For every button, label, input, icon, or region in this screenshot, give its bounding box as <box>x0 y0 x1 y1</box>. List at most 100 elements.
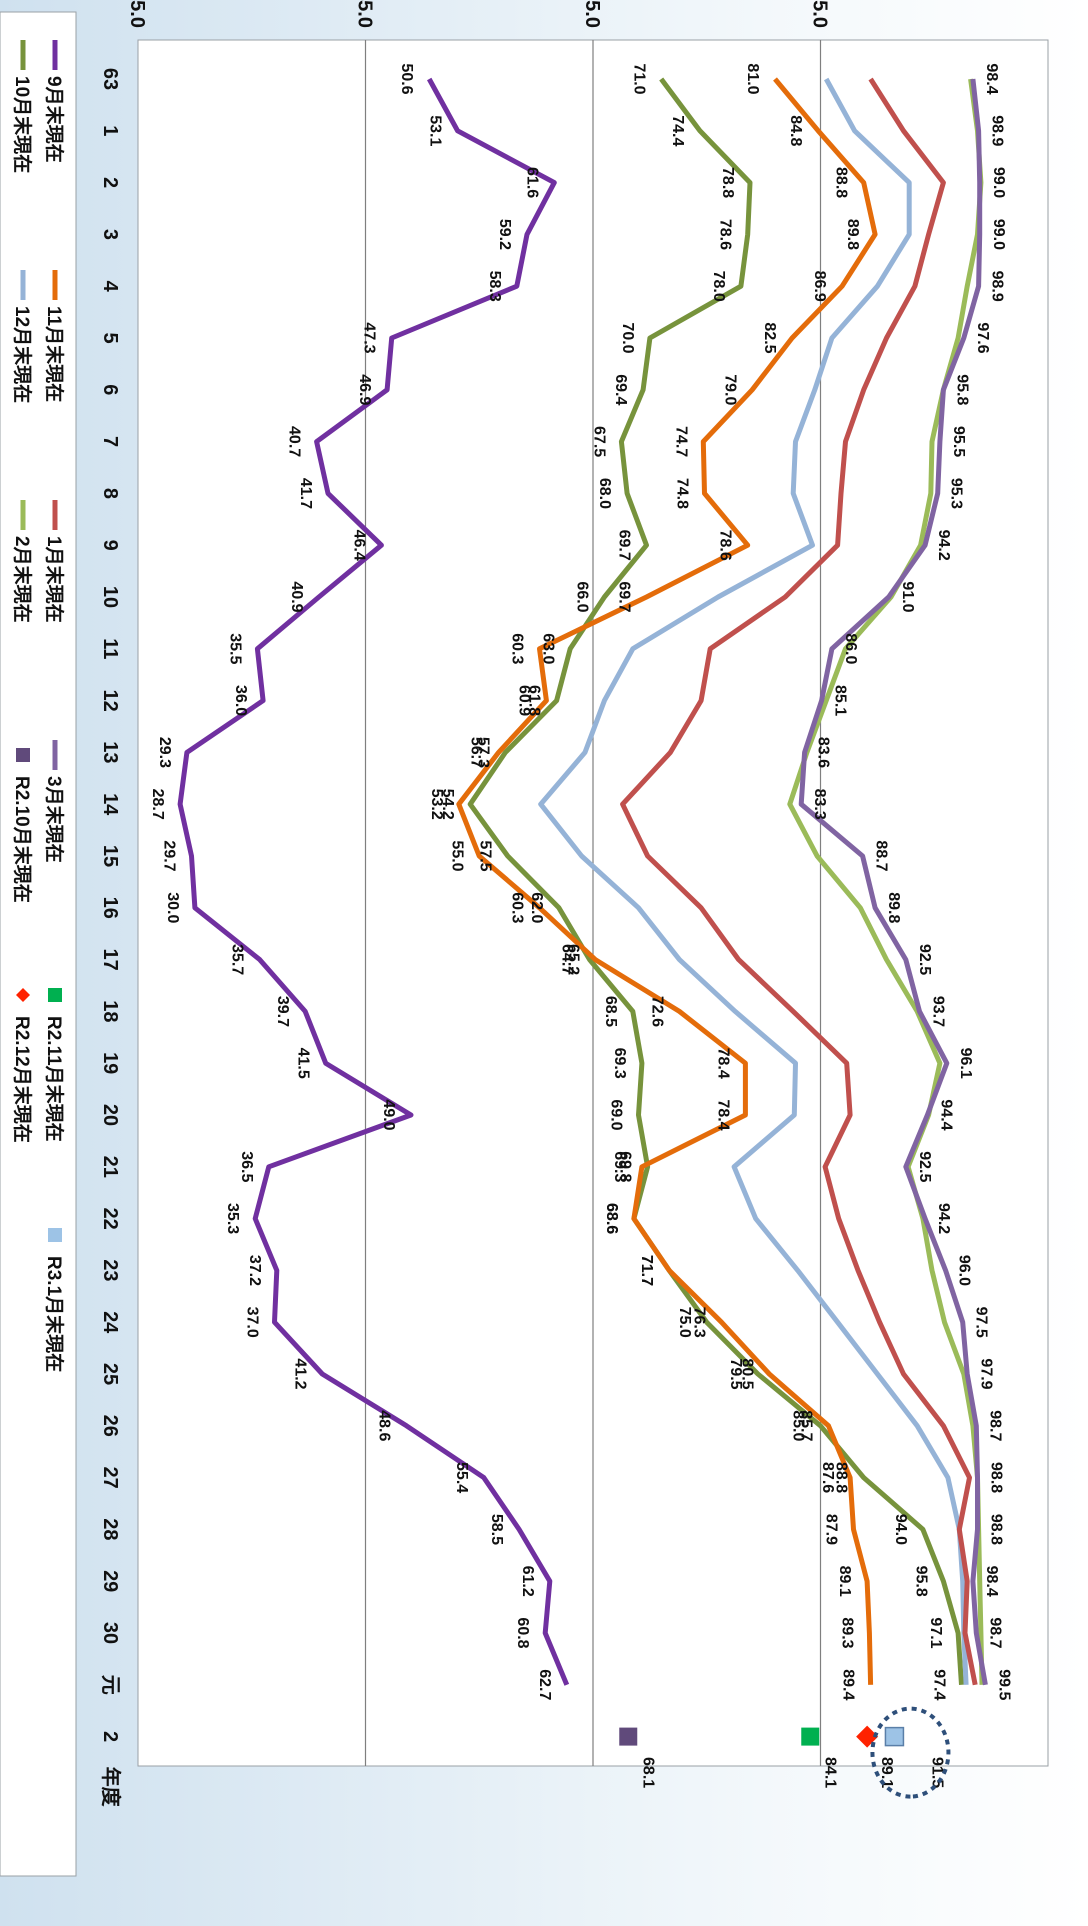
data-label: 97.5 <box>973 1307 990 1338</box>
data-label: 70.0 <box>619 322 636 353</box>
data-label: 53.1 <box>427 115 444 146</box>
data-label: 95.8 <box>912 1566 929 1597</box>
legend-label: 1月末現在 <box>43 536 66 623</box>
data-label: 76.3 <box>691 1307 708 1338</box>
data-label: 46.4 <box>350 530 367 561</box>
legend-label: 2月末現在 <box>11 536 34 623</box>
x-tick-label: 63 <box>99 68 121 90</box>
data-label: 35.3 <box>224 1203 241 1234</box>
data-label: 39.7 <box>274 996 291 1027</box>
data-label: 94.4 <box>937 1099 954 1130</box>
data-label: 67.5 <box>590 426 607 457</box>
data-label: 80.5 <box>738 1358 755 1389</box>
marker-point <box>619 1727 638 1746</box>
data-label: 61.2 <box>519 1566 536 1597</box>
x-tick-label: 20 <box>99 1104 121 1126</box>
data-label: 97.4 <box>931 1669 948 1700</box>
data-label: 59.2 <box>496 219 513 250</box>
data-label: 98.4 <box>983 1566 1000 1597</box>
legend: 9月末現在 10月末現在 11月末現在 12月末現在 1月末現在 2月末現在 3月末現在 R2… <box>0 11 77 1877</box>
data-label: 99.0 <box>990 167 1007 198</box>
y-tick-label: 45.0 <box>354 0 376 28</box>
data-label: 87.9 <box>822 1514 839 1545</box>
data-label: 89.8 <box>885 892 902 923</box>
highlight-ring <box>870 1706 951 1799</box>
data-label: 85.1 <box>832 685 849 716</box>
legend-label: 11月末現在 <box>43 306 66 402</box>
data-label: 36.0 <box>232 685 249 716</box>
data-label: 85.0 <box>790 1410 807 1441</box>
data-label: 94.2 <box>935 530 952 561</box>
x-tick-label: 元 <box>99 1675 121 1695</box>
data-label: 97.6 <box>974 322 991 353</box>
data-label: 99.0 <box>990 219 1007 250</box>
data-label: 41.7 <box>297 478 314 509</box>
marker-label: 84.1 <box>821 1757 838 1788</box>
x-tick-label: 26 <box>99 1415 121 1437</box>
data-label: 78.4 <box>714 1099 731 1130</box>
data-label: 57.3 <box>474 737 491 768</box>
x-tick-label: 27 <box>99 1466 121 1488</box>
x-tick-label: 30 <box>99 1622 121 1644</box>
data-label: 83.3 <box>811 789 828 820</box>
legend-label: R3.1月末現在 <box>43 1256 66 1372</box>
data-label: 98.7 <box>986 1410 1003 1441</box>
data-label: 49.0 <box>380 1099 397 1130</box>
data-label: 94.2 <box>935 1203 952 1234</box>
data-label: 88.8 <box>833 167 850 198</box>
x-tick-label: 28 <box>99 1518 121 1540</box>
data-label: 29.7 <box>160 840 177 871</box>
x-tick-label: 10 <box>99 586 121 608</box>
data-labels: 50.6 53.1 61.6 59.2 58.3 47.3 46.9 40.7 41.7 46.4… <box>149 63 1012 1700</box>
data-label: 55.4 <box>453 1462 470 1493</box>
series-line <box>456 77 878 1685</box>
data-label: 95.8 <box>953 374 970 405</box>
x-tick-label: 4 <box>99 281 121 293</box>
x-tick-label: 24 <box>99 1311 121 1334</box>
data-label: 69.0 <box>608 1099 625 1130</box>
x-tick-label: 14 <box>99 793 121 816</box>
data-label: 54.2 <box>439 789 456 820</box>
legend-label: R2.10月末現在 <box>11 776 34 903</box>
x-tick-label: 23 <box>99 1259 121 1281</box>
data-label: 68.5 <box>602 996 619 1027</box>
series-line <box>787 78 985 1685</box>
legend-swatch <box>16 748 30 762</box>
data-label: 60.3 <box>509 892 526 923</box>
y-tick-label: 85.0 <box>809 0 831 28</box>
data-label: 94.0 <box>892 1514 909 1545</box>
data-label: 84.8 <box>787 115 804 146</box>
data-label: 50.6 <box>398 63 415 94</box>
data-label: 36.5 <box>238 1151 255 1182</box>
legend-label: 10月末現在 <box>11 76 34 173</box>
data-label: 97.1 <box>927 1617 944 1648</box>
legend-label: 12月末現在 <box>11 306 34 403</box>
x-tick-label: 19 <box>99 1052 121 1074</box>
data-label: 96.1 <box>957 1048 974 1079</box>
data-label: 61.8 <box>526 685 543 716</box>
x-tick-label: 29 <box>99 1570 121 1592</box>
x-tick-label: 17 <box>99 948 121 970</box>
data-label: 69.8 <box>617 1151 634 1182</box>
data-label: 48.6 <box>375 1410 392 1441</box>
data-label: 72.6 <box>648 996 665 1027</box>
data-label: 93.7 <box>929 996 946 1027</box>
series-line <box>798 78 988 1686</box>
data-label: 89.3 <box>838 1617 855 1648</box>
data-label: 69.7 <box>615 530 632 561</box>
data-label: 64.7 <box>559 944 576 975</box>
x-tick-label: 6 <box>99 384 121 395</box>
data-label: 71.0 <box>630 63 647 94</box>
data-label: 98.7 <box>986 1617 1003 1648</box>
data-label: 95.5 <box>950 426 967 457</box>
x-tick-label: 9 <box>99 540 121 551</box>
data-label: 69.3 <box>611 1048 628 1079</box>
x-tick-label: 7 <box>99 436 121 447</box>
series-line <box>177 77 570 1686</box>
x-tick-label: 21 <box>99 1156 121 1178</box>
data-label: 40.9 <box>288 581 305 612</box>
data-label: 75.0 <box>676 1307 693 1338</box>
x-axis-title: 年度 <box>99 1767 123 1808</box>
legend-swatch <box>16 988 30 1002</box>
data-label: 53.2 <box>428 789 445 820</box>
